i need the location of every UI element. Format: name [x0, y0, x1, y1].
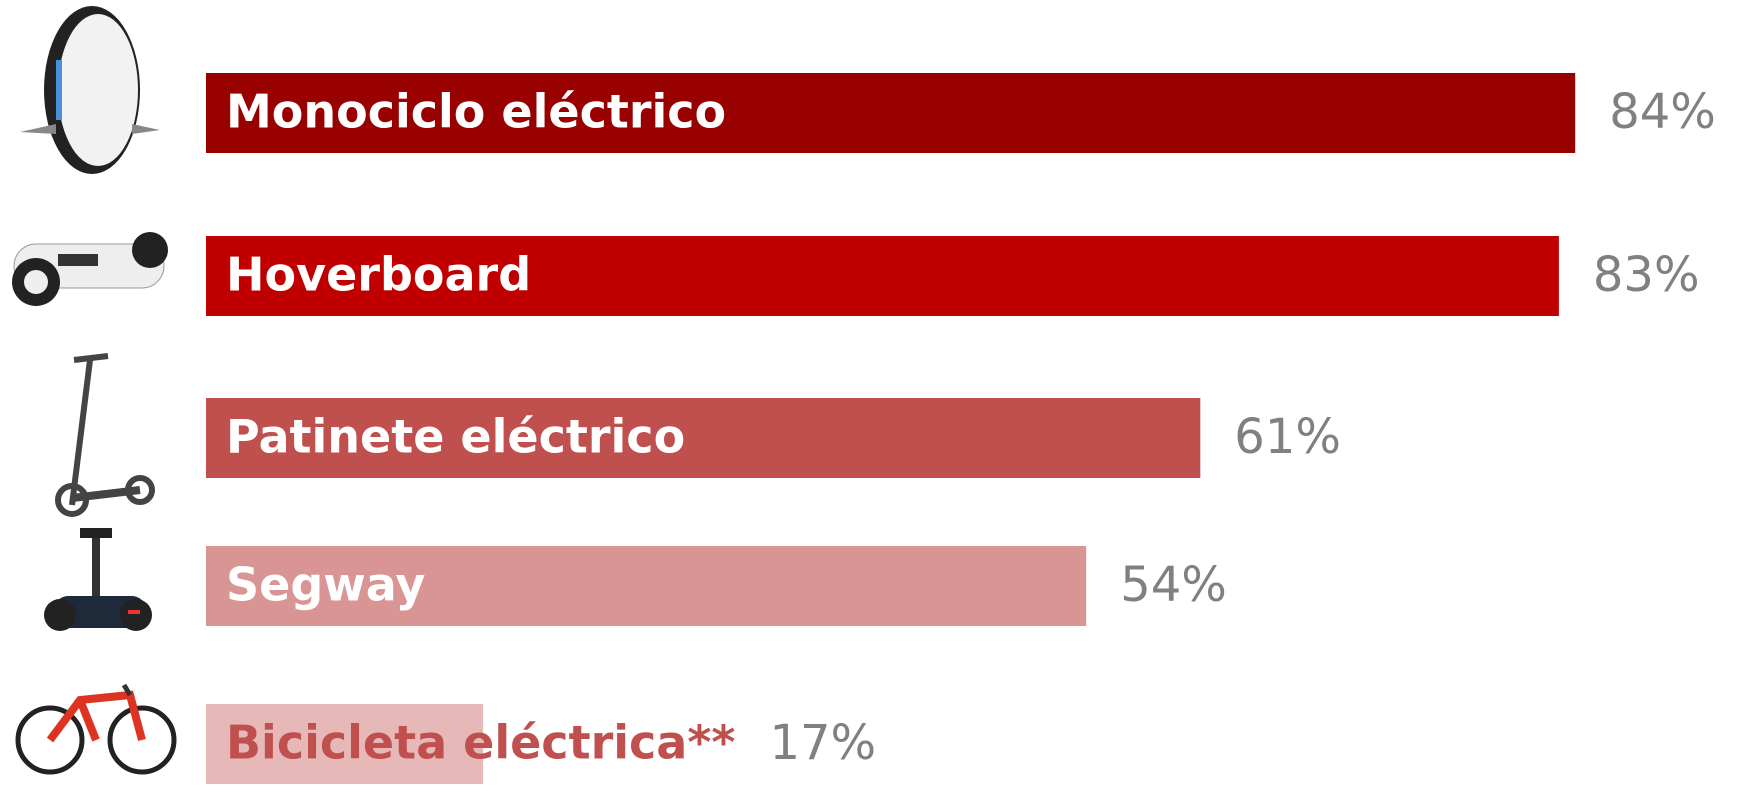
icon-unicycle — [20, 6, 160, 174]
bar-label: Patinete eléctrico — [226, 410, 685, 464]
value-label: 54% — [1120, 557, 1227, 613]
icon-scooter — [58, 356, 152, 514]
chart: Monociclo eléctrico 84% Hoverboard 83% Patin… — [0, 0, 1740, 786]
bar-label: Hoverboard — [226, 248, 531, 302]
icon-hoverboard — [12, 232, 168, 306]
value-label: 83% — [1593, 247, 1700, 303]
icon-segway — [44, 528, 152, 631]
bar-label: Segway — [226, 558, 425, 612]
value-label: 84% — [1609, 84, 1716, 140]
bar-label: Monociclo eléctrico — [226, 85, 726, 139]
value-label: 17% — [769, 715, 876, 771]
icon-ebike — [18, 685, 174, 772]
value-label: 61% — [1234, 409, 1341, 465]
bar-label: Bicicleta eléctrica** — [226, 716, 735, 770]
page: {"chart_data": {"type": "bar", "orientat… — [0, 0, 1740, 786]
